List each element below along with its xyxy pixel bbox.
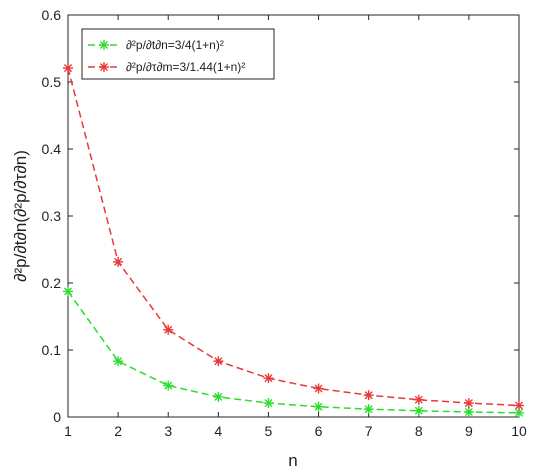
series-line-1 [67, 290, 520, 414]
x-tick-label: 10 [511, 423, 527, 439]
x-tick-label: 3 [164, 423, 172, 439]
data-point-1 [363, 404, 374, 415]
data-point-1 [113, 356, 124, 367]
legend-label-2: ∂²p/∂τ∂m=3/1.44(1+n)² [126, 60, 245, 74]
series-layer [63, 63, 524, 418]
y-tick-label: 0.5 [42, 74, 62, 90]
data-point-2 [363, 390, 374, 401]
data-point-2 [163, 324, 174, 335]
data-point-1 [263, 398, 274, 409]
y-tick-label: 0.4 [42, 141, 62, 157]
legend-box [81, 28, 275, 80]
data-point-1 [413, 405, 424, 416]
tick-labels: 1 2 3 4 5 6 7 8 9 10 0 0.1 0.2 0.3 0.4 0.5 0.6 [42, 7, 527, 439]
legend: ∂²p/∂t∂n=3/4(1+n)² ∂²p/∂τ∂m=3/1.44(1+n)² [81, 28, 275, 80]
x-tick-label: 1 [64, 423, 72, 439]
data-point-1 [514, 407, 524, 418]
plot-area [67, 14, 520, 418]
y-tick-label: 0 [53, 409, 61, 425]
data-point-2 [313, 383, 324, 394]
data-point-1 [463, 406, 474, 417]
y-tick-label: 0.2 [42, 275, 62, 291]
data-point-2 [263, 373, 274, 384]
x-axis-title: n [288, 451, 297, 470]
x-tick-label: 5 [265, 423, 273, 439]
x-tick-label: 9 [465, 423, 473, 439]
data-point-2 [463, 398, 474, 409]
legend-label-1: ∂²p/∂t∂n=3/4(1+n)² [126, 38, 224, 52]
x-tick-label: 4 [214, 423, 222, 439]
y-tick-label: 0.3 [42, 208, 62, 224]
legend-marker-1 [99, 40, 109, 50]
legend-marker-2 [99, 62, 109, 72]
data-point-1 [213, 391, 224, 402]
data-point-1 [313, 401, 324, 412]
data-point-2 [113, 256, 124, 267]
data-point-1 [163, 380, 174, 391]
data-point-2 [514, 400, 524, 411]
data-point-2 [413, 394, 424, 405]
y-axis-title: ∂²p/∂t∂n(∂²p/∂τ∂n) [11, 150, 30, 282]
x-tick-label: 6 [315, 423, 323, 439]
x-tick-label: 7 [365, 423, 373, 439]
y-tick-label: 0.6 [42, 7, 62, 23]
series-line-2 [67, 67, 520, 407]
data-point-2 [213, 356, 224, 367]
x-tick-label: 2 [114, 423, 122, 439]
data-point-1 [63, 286, 73, 297]
y-tick-label: 0.1 [42, 342, 62, 358]
x-tick-label: 8 [415, 423, 423, 439]
data-point-2 [63, 63, 73, 74]
